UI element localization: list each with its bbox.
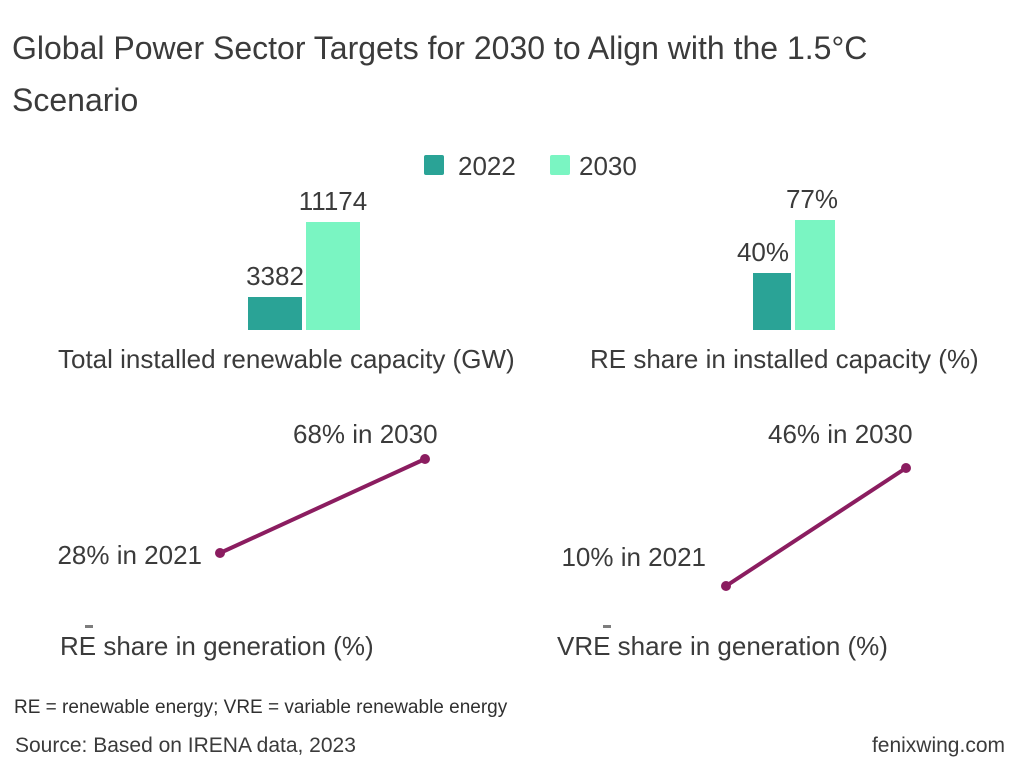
legend-swatch-2022[interactable] [424,155,444,175]
legend-label-2022[interactable]: 2022 [458,151,516,181]
point-label-re-2021: 28% in 2021 [57,540,202,570]
point-label-vre-2030: 46% in 2030 [768,419,913,449]
chart-title: Global Power Sector Targets for 2030 to … [12,22,867,126]
bar-re-share-2022 [753,273,791,330]
chart-title-line-1: Global Power Sector Targets for 2030 to … [12,30,868,66]
axis-title-re-share: RE share in installed capacity (%) [590,344,979,374]
bar-re-share-2030 [795,220,835,330]
slope-line-re-generation [215,454,430,558]
bar-value-capacity-2030: 11174 [298,186,368,216]
source-credit: Source: Based on IRENA data, 2023 [15,734,356,757]
legend-swatch-2030[interactable] [550,155,570,175]
bar-capacity-2030 [306,222,360,330]
axis-tick-mark [85,625,93,628]
chart-title-line-2: Scenario [12,82,139,118]
point-vre-2030 [901,463,911,473]
point-re-2021 [215,548,225,558]
axis-title-vre-generation: VRE share in generation (%) [557,631,888,661]
point-label-vre-2021: 10% in 2021 [561,542,706,572]
website-credit: fenixwing.com [871,734,1005,757]
point-label-re-2030: 68% in 2030 [293,419,438,449]
point-vre-2021 [721,581,731,591]
bar-capacity-2022 [248,297,302,330]
footnote: RE = renewable energy; VRE = variable re… [14,697,508,718]
point-re-2030 [420,454,430,464]
bar-charts-area: 3382 11174 40% 77% [0,0,1024,330]
bar-value-capacity-2022: 3382 [246,261,304,291]
bar-value-re-share-2022: 40% [736,237,790,267]
slope-lines [215,454,911,591]
axis-tick-mark [603,625,611,628]
slope-line-vre-generation [721,463,911,591]
bar-value-re-share-2030: 77% [785,184,839,214]
axis-title-capacity: Total installed renewable capacity (GW) [58,344,515,374]
legend-label-2030[interactable]: 2030 [579,151,637,181]
axis-title-re-generation: RE share in generation (%) [60,631,374,661]
